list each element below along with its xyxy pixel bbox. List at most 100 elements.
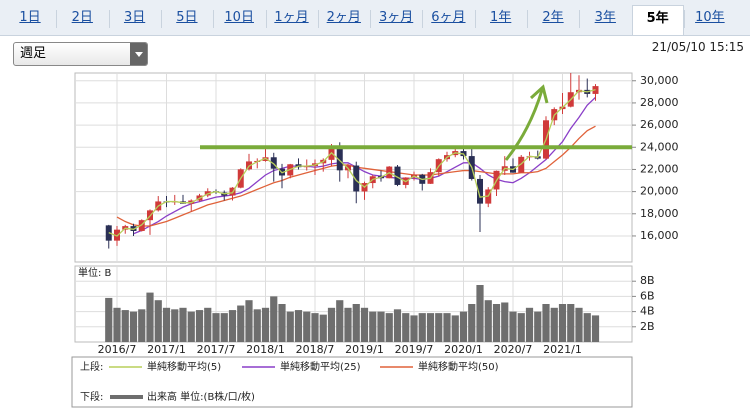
timestamp: 21/05/10 15:15 (651, 40, 744, 54)
tab-separator (474, 10, 476, 28)
volume-bar (509, 311, 517, 342)
volume-bar (138, 309, 146, 342)
tab-bar: 1日 2日 3日 5日 10日 1ヶ月 2ヶ月 3ヶ月 6ヶ月 1年 2年 3年 5年 10年 (0, 0, 750, 36)
candle-body (336, 145, 343, 171)
volume-bar (253, 309, 261, 342)
volume-bar (146, 292, 154, 342)
tab-separator (631, 10, 633, 28)
legend-entry: 単純移動平均(25) (280, 360, 361, 373)
period-dropdown[interactable]: 週足 (13, 42, 148, 66)
volume-bar (187, 311, 195, 342)
volume-bar (492, 304, 501, 342)
candle-body (246, 161, 252, 170)
ma-line (133, 96, 596, 235)
period-tab[interactable]: 3ヶ月 (378, 10, 414, 25)
volume-bar (327, 307, 336, 342)
y-tick-label: 24,000 (640, 140, 679, 153)
volume-bar (311, 313, 319, 342)
period-tab[interactable]: 10日 (224, 10, 254, 25)
x-tick-label: 2019/7 (395, 343, 434, 356)
volume-bar (443, 313, 451, 342)
candle-body (270, 157, 277, 169)
x-tick-label: 2020/1 (444, 343, 483, 356)
volume-unit-label: 単位: B (78, 266, 112, 279)
volume-bar (591, 315, 600, 342)
dropdown-button[interactable] (130, 43, 147, 65)
x-tick-label: 2018/7 (296, 343, 335, 356)
period-tab[interactable]: 3年 (594, 10, 616, 25)
y-tick-label: 30,000 (640, 74, 679, 87)
annotation-arrowhead (529, 84, 549, 104)
volume-bar (113, 307, 121, 342)
x-tick-label: 2021/1 (543, 343, 582, 356)
volume-bar (550, 307, 558, 342)
volume-bar (270, 296, 278, 342)
legend-label: 下段: (80, 390, 103, 403)
period-tab[interactable]: 2ヶ月 (326, 10, 361, 25)
annotation-arrow (504, 89, 544, 161)
tab-separator (527, 10, 528, 28)
volume-bar (459, 311, 468, 342)
period-tab[interactable]: 1ヶ月 (274, 10, 309, 25)
y-tick-label: 2B (640, 320, 655, 333)
volume-bar (484, 300, 492, 342)
volume-bar (402, 313, 410, 342)
x-tick-label: 2016/7 (98, 343, 137, 356)
period-tab[interactable]: 1年 (490, 10, 512, 25)
period-tab[interactable]: 2年 (542, 10, 564, 25)
volume-bar (336, 300, 344, 342)
legend-entry: 単純移動平均(50) (418, 360, 499, 373)
x-tick-label: 2018/1 (246, 343, 285, 356)
volume-bar (583, 313, 591, 342)
volume-bar (517, 313, 525, 342)
volume-bar (501, 302, 509, 342)
tab-separator (108, 10, 110, 28)
volume-bar (204, 307, 212, 342)
volume-bar (319, 314, 327, 342)
volume-bar (377, 311, 385, 342)
candle-body (394, 166, 401, 185)
candle-body (518, 156, 525, 173)
legend-label: 上段: (80, 360, 103, 373)
volume-bar (105, 297, 113, 342)
legend-entry: 単純移動平均(5) (147, 360, 221, 373)
legend-box (71, 356, 633, 408)
period-tab[interactable]: 2日 (71, 10, 93, 25)
period-tab[interactable]: 5日 (176, 10, 198, 25)
volume-bar (542, 304, 550, 342)
tab-separator (160, 10, 162, 28)
y-tick-label: 28,000 (640, 96, 679, 109)
volume-bar (451, 315, 459, 342)
period-tab[interactable]: 6ヶ月 (431, 10, 466, 25)
volume-bar (385, 313, 393, 342)
volume-bar (525, 307, 534, 342)
period-tab[interactable]: 1日 (19, 10, 41, 25)
volume-bar (294, 310, 303, 342)
x-tick-label: 2019/1 (345, 343, 384, 356)
volume-bar (171, 309, 179, 342)
tab-separator (213, 10, 215, 28)
y-tick-label: 4B (640, 305, 655, 318)
volume-bar (162, 307, 171, 342)
volume-bar (237, 305, 245, 342)
volume-bar (195, 310, 204, 342)
volume-bar (468, 304, 476, 342)
candle-body (353, 165, 360, 192)
period-tab[interactable]: 3日 (123, 10, 146, 25)
volume-bar (558, 304, 567, 342)
period-tab[interactable]: 5年 (631, 5, 684, 35)
volume-bar (129, 311, 138, 342)
period-tab[interactable]: 10年 (695, 10, 725, 25)
volume-bar (278, 304, 286, 342)
legend-entry: 出来高 単位:(B株/口/枚) (147, 390, 255, 403)
volume-bar (261, 307, 270, 342)
candle-body (477, 178, 483, 204)
y-tick-label: 22,000 (640, 162, 679, 175)
candle-body (130, 226, 137, 231)
volume-bar (228, 310, 237, 342)
volume-bar (534, 311, 542, 342)
tab-separator (56, 10, 58, 28)
ma-line (108, 88, 596, 237)
